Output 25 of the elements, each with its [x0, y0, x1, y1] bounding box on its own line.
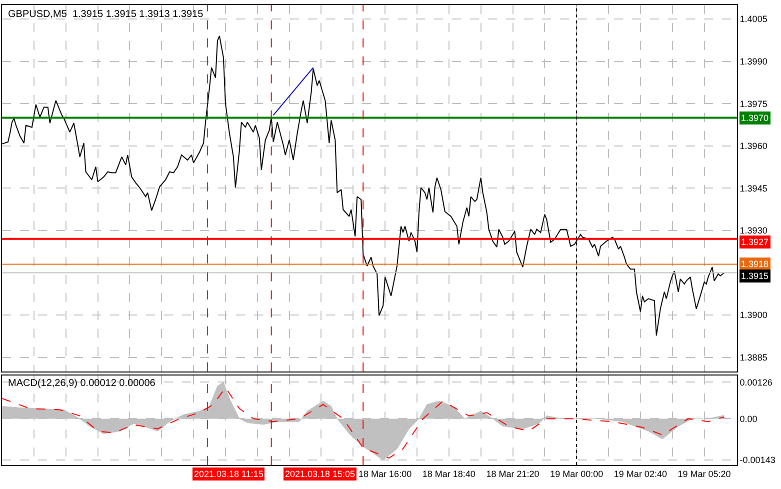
y-tick-label: 1.3960 [740, 141, 768, 152]
x-tick-label: 18 Mar 18:40 [422, 468, 476, 479]
y-tick-label: 0.00 [740, 414, 758, 424]
x-tick-label: 19 Mar 05:20 [678, 468, 731, 479]
ref-line-label: 1.3915 [741, 271, 769, 281]
ref-line-label: 1.3970 [741, 113, 769, 123]
ref-line-label: 1.3918 [741, 259, 769, 269]
x-tick-label: 19 Mar 00:00 [550, 468, 604, 479]
y-tick-label: 1.3930 [740, 226, 768, 236]
x-tick-label: 19 Mar 02:40 [614, 468, 667, 479]
y-tick-label: 1.3885 [740, 352, 768, 362]
ref-line-label: 1.3927 [741, 237, 769, 247]
x-tick-label: 18 Mar 21:20 [486, 468, 540, 479]
chart-title: GBPUSD,M5 1.3915 1.3915 1.3913 1.3915 [8, 9, 204, 20]
y-tick-label: 0.00126 [740, 377, 772, 388]
chart-title: MACD(12,26,9) 0.00012 0.00006 [8, 378, 156, 389]
y-tick-label: -0.00143 [740, 455, 776, 466]
x-tick-label: 18 Mar 16:00 [358, 468, 412, 479]
ref-line-label: 2021.03.18 11:15 [194, 469, 264, 479]
ref-line-label: 2021.03.18 15:05 [285, 469, 356, 479]
y-tick-label: 1.3990 [740, 56, 768, 67]
y-tick-label: 1.3975 [740, 98, 768, 109]
y-tick-label: 1.3945 [740, 183, 768, 194]
y-tick-label: 1.3900 [740, 310, 768, 320]
y-tick-label: 1.4005 [740, 14, 768, 24]
